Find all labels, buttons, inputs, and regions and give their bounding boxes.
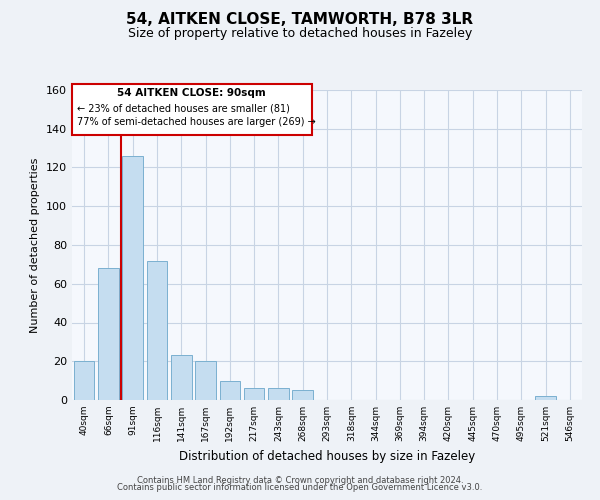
Bar xyxy=(195,361,216,400)
Bar xyxy=(268,388,289,400)
Bar xyxy=(244,388,265,400)
Text: 54 AITKEN CLOSE: 90sqm: 54 AITKEN CLOSE: 90sqm xyxy=(118,88,266,98)
Bar xyxy=(146,260,167,400)
Text: Contains public sector information licensed under the Open Government Licence v3: Contains public sector information licen… xyxy=(118,484,482,492)
Text: Distribution of detached houses by size in Fazeley: Distribution of detached houses by size … xyxy=(179,450,475,463)
Bar xyxy=(220,380,240,400)
Bar xyxy=(74,361,94,400)
Text: ← 23% of detached houses are smaller (81): ← 23% of detached houses are smaller (81… xyxy=(77,104,290,114)
Text: Size of property relative to detached houses in Fazeley: Size of property relative to detached ho… xyxy=(128,28,472,40)
Y-axis label: Number of detached properties: Number of detached properties xyxy=(31,158,40,332)
Bar xyxy=(171,356,191,400)
Bar xyxy=(535,396,556,400)
Text: 54, AITKEN CLOSE, TAMWORTH, B78 3LR: 54, AITKEN CLOSE, TAMWORTH, B78 3LR xyxy=(127,12,473,28)
Bar xyxy=(98,268,119,400)
Bar xyxy=(292,390,313,400)
Text: 77% of semi-detached houses are larger (269) →: 77% of semi-detached houses are larger (… xyxy=(77,117,316,127)
Bar xyxy=(122,156,143,400)
Text: Contains HM Land Registry data © Crown copyright and database right 2024.: Contains HM Land Registry data © Crown c… xyxy=(137,476,463,485)
